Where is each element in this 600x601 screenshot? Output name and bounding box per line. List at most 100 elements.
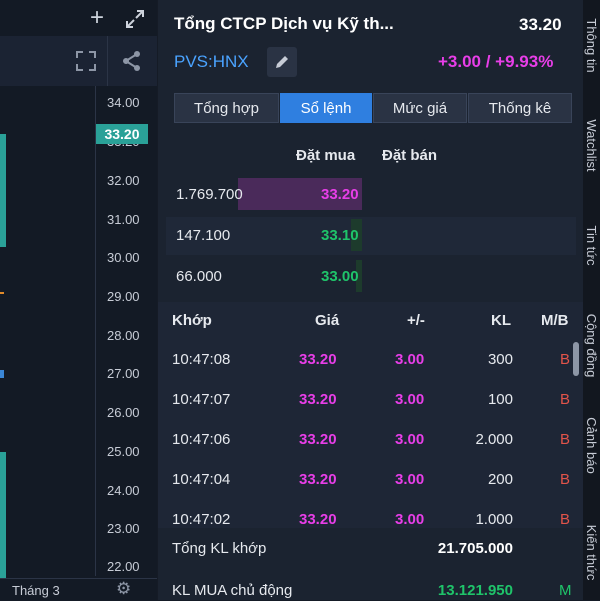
tab-thong-ke[interactable]: Thống kê	[468, 93, 572, 123]
y-tick-label: 23.00	[107, 521, 140, 536]
edit-symbol-button[interactable]	[267, 47, 297, 77]
stock-price: 33.20	[519, 15, 562, 34]
indicator-mark	[0, 292, 4, 294]
bid-volume: 66.000	[176, 268, 222, 285]
month-label: Tháng 3	[12, 583, 60, 598]
summary: Tổng KL khớp 21.705.000 KL MUA chủ động …	[158, 528, 583, 600]
sidebar-item-info[interactable]: Thông tin	[584, 18, 599, 73]
col-header-side: M/B	[541, 312, 569, 329]
sell-header: Đặt bán	[382, 147, 438, 164]
price-change: +3.00 / +9.93%	[438, 52, 554, 71]
bid-price[interactable]: 33.10	[321, 227, 359, 244]
trade-side: B	[560, 391, 571, 408]
trades-header-row: Khớp Giá +/- KL M/B	[158, 302, 583, 338]
stock-detail-panel: Tổng CTCP Dịch vụ Kỹ th... 33.20 PVS:HNX…	[158, 0, 583, 600]
trade-row: 10:47:04 33.20 3.00 200 B	[158, 460, 573, 500]
depth-bar	[351, 219, 362, 251]
trade-time: 10:47:07	[172, 391, 231, 408]
trade-side: B	[560, 511, 571, 528]
total-volume-value: 21.705.000	[437, 540, 513, 557]
trade-time: 10:47:08	[172, 351, 231, 368]
sidebar-item-alerts[interactable]: Cảnh báo	[584, 417, 599, 474]
trade-price: 33.20	[299, 511, 337, 528]
total-volume-label: Tổng KL khớp	[172, 540, 267, 557]
trade-price: 33.20	[299, 431, 337, 448]
settings-gear-icon[interactable]: ⚙	[116, 579, 132, 598]
add-icon[interactable]: +	[90, 4, 105, 31]
trade-time: 10:47:02	[172, 511, 231, 528]
expand-diagonal-icon[interactable]	[125, 9, 145, 29]
trade-price: 33.20	[299, 351, 337, 368]
candle-bar	[0, 452, 6, 578]
trade-time: 10:47:06	[172, 431, 231, 448]
y-tick-label: 24.00	[107, 483, 140, 498]
bid-volume: 147.100	[176, 227, 231, 244]
y-tick-label: 29.00	[107, 289, 140, 304]
share-icon[interactable]	[122, 50, 142, 72]
trade-change: 3.00	[395, 431, 425, 448]
trade-change: 3.00	[395, 351, 425, 368]
y-tick-label: 31.00	[107, 212, 140, 227]
trade-row: 10:47:08 33.20 3.00 300 B	[158, 340, 573, 380]
sidebar-item-news[interactable]: Tin tức	[584, 225, 599, 266]
trade-row: 10:47:07 33.20 3.00 100 B	[158, 380, 573, 420]
bid-price[interactable]: 33.20	[321, 186, 359, 203]
y-tick-label: 27.00	[107, 366, 140, 381]
trade-change: 3.00	[395, 471, 425, 488]
col-header-time: Khớp	[172, 312, 212, 329]
trades-table: Khớp Giá +/- KL M/B 10:47:08 33.20 3.00 300…	[158, 302, 583, 528]
price-axis: 34.00 33.20 32.00 31.00 30.00 29.00 28.0…	[95, 86, 158, 576]
bid-volume: 1.769.700	[176, 186, 243, 203]
stock-name: Tổng CTCP Dịch vụ Kỹ th...	[174, 14, 394, 33]
trade-change: 3.00	[395, 511, 425, 528]
scrollbar-thumb[interactable]	[573, 342, 579, 376]
col-header-volume: KL	[491, 312, 511, 329]
sidebar-item-knowledge[interactable]: Kiến thức	[584, 524, 599, 581]
y-tick-label: 26.00	[107, 405, 140, 420]
y-tick-label: 22.00	[107, 559, 140, 574]
trade-row: 10:47:06 33.20 3.00 2.000 B	[158, 420, 573, 460]
right-sidebar: Thông tin Watchlist Tin tức Cộng đồng Cả…	[583, 0, 600, 600]
depth-bar	[238, 178, 362, 210]
price-chart[interactable]: + 34.00 33.20 32.00 31.00 30.00 29.00 28…	[0, 0, 157, 600]
stock-symbol[interactable]: PVS:HNX	[174, 52, 249, 71]
trade-side: B	[560, 351, 571, 368]
y-tick-label: 32.00	[107, 173, 140, 188]
active-buy-label: KL MUA chủ động	[172, 582, 293, 599]
sidebar-item-watchlist[interactable]: Watchlist	[584, 119, 599, 172]
trade-change: 3.00	[395, 391, 425, 408]
y-tick-label: 30.00	[107, 250, 140, 265]
current-price-tag: 33.20	[96, 124, 148, 144]
orderbook: Đặt mua Đặt bán 1.769.700 33.20 147.100 33.…	[158, 132, 583, 302]
pencil-icon	[276, 56, 288, 68]
trade-volume: 1.000	[475, 511, 513, 528]
tab-so-lenh[interactable]: Sổ lệnh	[280, 93, 372, 123]
tab-muc-gia[interactable]: Mức giá	[373, 93, 467, 123]
tab-tong-hop[interactable]: Tổng hợp	[174, 93, 279, 123]
chart-bottom-bar: Tháng 3 ⚙	[0, 578, 157, 601]
y-tick-label: 34.00	[107, 95, 140, 110]
y-tick-label: 28.00	[107, 328, 140, 343]
trade-volume: 2.000	[475, 431, 513, 448]
col-header-price: Giá	[315, 312, 340, 329]
buy-header: Đặt mua	[296, 147, 356, 164]
trade-price: 33.20	[299, 391, 337, 408]
indicator-mark	[0, 370, 4, 378]
trade-volume: 300	[487, 351, 513, 368]
active-buy-value: 13.121.950	[437, 582, 513, 599]
sidebar-item-community[interactable]: Cộng đồng	[584, 313, 599, 378]
candle-bar	[0, 134, 6, 247]
orderbook-row: 147.100 33.10	[166, 217, 576, 255]
orderbook-row: 1.769.700 33.20	[166, 176, 576, 214]
active-buy-side: M	[559, 582, 572, 599]
trade-time: 10:47:04	[172, 471, 231, 488]
chart-top-bar: +	[0, 0, 157, 36]
y-tick-label: 25.00	[107, 444, 140, 459]
chart-toolbar	[0, 36, 157, 86]
col-header-change: +/-	[407, 312, 425, 329]
trade-side: B	[560, 431, 571, 448]
bid-price[interactable]: 33.00	[321, 268, 359, 285]
fullscreen-icon[interactable]	[76, 51, 96, 71]
trade-row: 10:47:02 33.20 3.00 1.000 B	[158, 500, 573, 540]
trade-price: 33.20	[299, 471, 337, 488]
